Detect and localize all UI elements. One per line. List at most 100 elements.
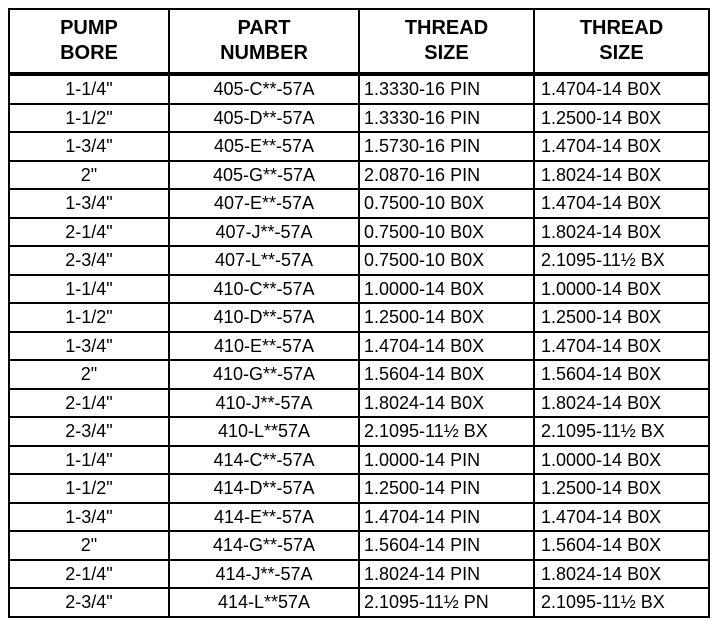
cell-part-number: 410-L**57A (169, 417, 359, 446)
cell-thread-size-2: 2.1095-11½ BX (534, 417, 709, 446)
table-row: 2"410-G**-57A1.5604-14 B0X1.5604-14 B0X (9, 360, 709, 389)
cell-thread-size-1: 0.7500-10 B0X (359, 218, 534, 247)
col-header-line1: THREAD (580, 17, 663, 39)
col-header-pump-bore: PUMP BORE (9, 9, 169, 74)
cell-thread-size-1: 1.2500-14 B0X (359, 303, 534, 332)
table-row: 2-3/4"410-L**57A2.1095-11½ BX2.1095-11½ … (9, 417, 709, 446)
table-row: 1-1/4"414-C**-57A1.0000-14 PIN1.0000-14 … (9, 446, 709, 475)
cell-thread-size-1: 1.5730-16 PIN (359, 132, 534, 161)
table-row: 1-1/4"405-C**-57A1.3330-16 PIN1.4704-14 … (9, 74, 709, 104)
cell-thread-size-1: 1.5604-14 B0X (359, 360, 534, 389)
cell-pump-bore: 1-3/4" (9, 189, 169, 218)
cell-pump-bore: 2-1/4" (9, 218, 169, 247)
cell-pump-bore: 2" (9, 161, 169, 190)
cell-part-number: 405-D**-57A (169, 104, 359, 133)
cell-pump-bore: 2-1/4" (9, 560, 169, 589)
cell-pump-bore: 1-3/4" (9, 503, 169, 532)
cell-thread-size-2: 1.8024-14 B0X (534, 161, 709, 190)
cell-thread-size-2: 1.4704-14 B0X (534, 74, 709, 104)
table-row: 1-3/4"410-E**-57A1.4704-14 B0X1.4704-14 … (9, 332, 709, 361)
col-header-line1: PUMP (60, 17, 118, 39)
cell-pump-bore: 1-3/4" (9, 332, 169, 361)
table-row: 2-3/4"407-L**-57A0.7500-10 B0X2.1095-11½… (9, 246, 709, 275)
cell-thread-size-1: 0.7500-10 B0X (359, 189, 534, 218)
table-header: PUMP BORE PART NUMBER THREAD SIZE THREAD… (9, 9, 709, 74)
col-header-line1: PART (238, 17, 291, 39)
cell-thread-size-2: 1.5604-14 B0X (534, 360, 709, 389)
col-header-line2: SIZE (424, 42, 468, 64)
cell-thread-size-2: 1.8024-14 B0X (534, 389, 709, 418)
table-row: 2-1/4"407-J**-57A0.7500-10 B0X1.8024-14 … (9, 218, 709, 247)
table-row: 2-1/4"410-J**-57A1.8024-14 B0X1.8024-14 … (9, 389, 709, 418)
table-row: 2"405-G**-57A2.0870-16 PIN1.8024-14 B0X (9, 161, 709, 190)
cell-thread-size-2: 2.1095-11½ BX (534, 588, 709, 617)
cell-thread-size-2: 1.8024-14 B0X (534, 560, 709, 589)
cell-thread-size-2: 1.8024-14 B0X (534, 218, 709, 247)
cell-part-number: 410-E**-57A (169, 332, 359, 361)
cell-pump-bore: 2-3/4" (9, 246, 169, 275)
cell-part-number: 414-C**-57A (169, 446, 359, 475)
table-row: 1-1/4"410-C**-57A1.0000-14 B0X1.0000-14 … (9, 275, 709, 304)
cell-part-number: 410-D**-57A (169, 303, 359, 332)
cell-thread-size-2: 2.1095-11½ BX (534, 246, 709, 275)
cell-thread-size-1: 1.4704-14 PIN (359, 503, 534, 532)
cell-pump-bore: 2" (9, 531, 169, 560)
cell-pump-bore: 1-1/4" (9, 74, 169, 104)
cell-thread-size-2: 1.0000-14 B0X (534, 275, 709, 304)
cell-part-number: 407-L**-57A (169, 246, 359, 275)
cell-part-number: 405-E**-57A (169, 132, 359, 161)
cell-part-number: 405-G**-57A (169, 161, 359, 190)
col-header-line2: BORE (60, 42, 118, 64)
cell-part-number: 410-J**-57A (169, 389, 359, 418)
cell-thread-size-1: 1.4704-14 B0X (359, 332, 534, 361)
cell-thread-size-2: 1.4704-14 B0X (534, 189, 709, 218)
cell-pump-bore: 1-1/2" (9, 104, 169, 133)
cell-part-number: 414-D**-57A (169, 474, 359, 503)
cell-thread-size-1: 1.0000-14 PIN (359, 446, 534, 475)
table-row: 2-3/4"414-L**57A2.1095-11½ PN2.1095-11½ … (9, 588, 709, 617)
col-header-line1: THREAD (405, 17, 488, 39)
cell-part-number: 410-G**-57A (169, 360, 359, 389)
cell-pump-bore: 1-1/2" (9, 474, 169, 503)
cell-pump-bore: 1-1/4" (9, 446, 169, 475)
table-row: 2"414-G**-57A1.5604-14 PIN1.5604-14 B0X (9, 531, 709, 560)
cell-pump-bore: 1-3/4" (9, 132, 169, 161)
header-row: PUMP BORE PART NUMBER THREAD SIZE THREAD… (9, 9, 709, 74)
table-row: 1-1/2"414-D**-57A1.2500-14 PIN1.2500-14 … (9, 474, 709, 503)
cell-thread-size-2: 1.2500-14 B0X (534, 104, 709, 133)
cell-pump-bore: 2-3/4" (9, 417, 169, 446)
cell-thread-size-2: 1.0000-14 B0X (534, 446, 709, 475)
cell-thread-size-2: 1.2500-14 B0X (534, 474, 709, 503)
cell-thread-size-2: 1.4704-14 B0X (534, 332, 709, 361)
cell-thread-size-1: 2.1095-11½ BX (359, 417, 534, 446)
cell-pump-bore: 2-1/4" (9, 389, 169, 418)
cell-pump-bore: 1-1/2" (9, 303, 169, 332)
cell-thread-size-1: 0.7500-10 B0X (359, 246, 534, 275)
cell-part-number: 410-C**-57A (169, 275, 359, 304)
cell-thread-size-1: 1.0000-14 B0X (359, 275, 534, 304)
table-body: 1-1/4"405-C**-57A1.3330-16 PIN1.4704-14 … (9, 74, 709, 617)
cell-pump-bore: 2-3/4" (9, 588, 169, 617)
cell-thread-size-1: 1.2500-14 PIN (359, 474, 534, 503)
table-row: 1-1/2"405-D**-57A1.3330-16 PIN1.2500-14 … (9, 104, 709, 133)
cell-thread-size-1: 2.1095-11½ PN (359, 588, 534, 617)
cell-thread-size-1: 1.8024-14 PIN (359, 560, 534, 589)
col-header-line2: NUMBER (220, 42, 308, 64)
cell-part-number: 407-E**-57A (169, 189, 359, 218)
cell-thread-size-1: 1.3330-16 PIN (359, 74, 534, 104)
cell-part-number: 414-L**57A (169, 588, 359, 617)
cell-thread-size-2: 1.4704-14 B0X (534, 503, 709, 532)
spec-table: PUMP BORE PART NUMBER THREAD SIZE THREAD… (8, 8, 710, 618)
cell-pump-bore: 1-1/4" (9, 275, 169, 304)
col-header-line2: SIZE (599, 42, 643, 64)
cell-part-number: 405-C**-57A (169, 74, 359, 104)
col-header-thread-size-2: THREAD SIZE (534, 9, 709, 74)
table-row: 1-3/4"407-E**-57A0.7500-10 B0X1.4704-14 … (9, 189, 709, 218)
col-header-thread-size-1: THREAD SIZE (359, 9, 534, 74)
cell-thread-size-1: 1.3330-16 PIN (359, 104, 534, 133)
cell-part-number: 414-J**-57A (169, 560, 359, 589)
cell-thread-size-2: 1.4704-14 B0X (534, 132, 709, 161)
cell-thread-size-1: 1.5604-14 PIN (359, 531, 534, 560)
cell-thread-size-1: 1.8024-14 B0X (359, 389, 534, 418)
table-row: 1-3/4"414-E**-57A1.4704-14 PIN1.4704-14 … (9, 503, 709, 532)
